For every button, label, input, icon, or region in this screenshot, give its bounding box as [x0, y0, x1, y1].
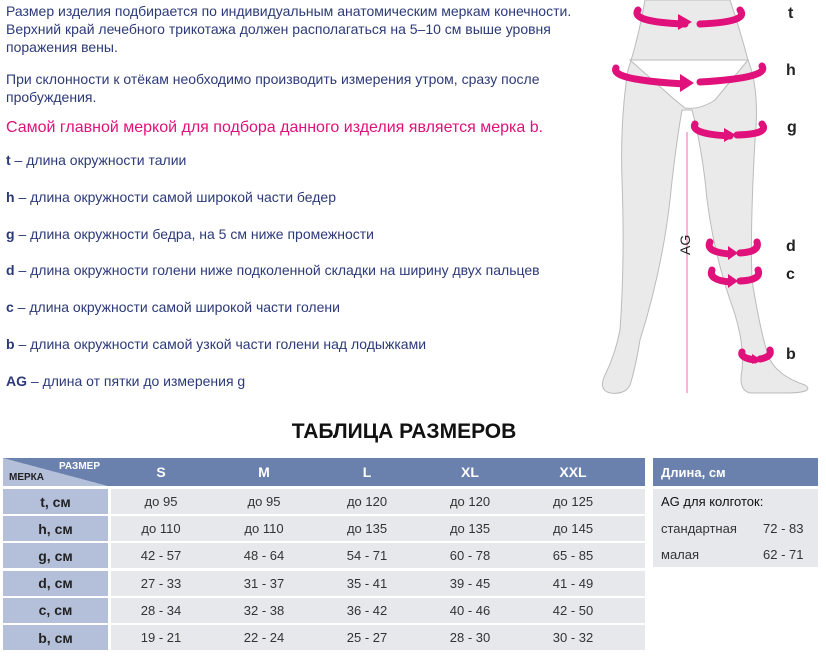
table-cell: до 135 — [317, 516, 417, 542]
table-cell: 28 - 30 — [420, 625, 520, 650]
length-row-label: малая — [661, 547, 700, 562]
size-header-L: L — [317, 458, 417, 486]
table-cell: до 135 — [420, 516, 520, 542]
figure-label-d: d — [786, 238, 796, 255]
corner-measure-label: МЕРКА — [9, 472, 44, 483]
table-cell: 31 - 37 — [214, 570, 314, 596]
definition-key: c — [6, 299, 14, 316]
table-cell: 40 - 46 — [420, 597, 520, 623]
table-cell: 30 - 32 — [523, 625, 623, 650]
table-cell: 32 - 38 — [214, 597, 314, 623]
definition-c: c – длина окружности самой широкой части… — [6, 299, 340, 315]
corner-size-label: РАЗМЕР — [59, 461, 100, 472]
table-cell: до 95 — [214, 489, 314, 514]
definition-text: – длина окружности самой широкой части б… — [14, 188, 336, 205]
row-label: b, см — [3, 625, 108, 650]
definition-key: AG — [6, 372, 27, 389]
table-cell: 54 - 71 — [317, 543, 417, 569]
table-cell: 41 - 49 — [523, 570, 623, 596]
definition-key: h — [6, 188, 15, 205]
row-label: g, см — [3, 543, 108, 569]
figure-label-b: b — [786, 346, 796, 363]
figure-label-h: h — [786, 62, 796, 79]
definition-key: b — [6, 336, 15, 352]
leg-measurement-figure: AG — [601, 0, 809, 394]
row-label: d, см — [3, 570, 108, 596]
table-cell: 27 - 33 — [111, 570, 211, 596]
definition-text: – длина от пятки до измерения g — [27, 372, 246, 389]
definition-g: g – длина окружности бедра, на 5 см ниже… — [6, 226, 374, 242]
table-cell: до 125 — [523, 489, 623, 514]
definition-text: – длина окружности самой узкой части гол… — [14, 336, 427, 352]
ag-label: AG — [677, 235, 693, 255]
highlight-text: Самой главной меркой для подбора данного… — [6, 119, 544, 136]
figure-label-g: g — [787, 119, 797, 136]
row-label: h, см — [3, 516, 108, 542]
table-cell: 42 - 57 — [111, 543, 211, 569]
row-label: t, см — [3, 489, 108, 514]
definition-key: g — [6, 225, 15, 242]
table-cell: до 110 — [111, 516, 211, 542]
definition-text: – длина окружности самой широкой части г… — [13, 299, 340, 316]
table-cell: до 95 — [111, 489, 211, 514]
length-row-value: 62 - 71 — [763, 547, 804, 562]
size-header-XXL: XXL — [523, 458, 623, 486]
table-cell: 35 - 41 — [317, 570, 417, 596]
table-cell: 36 - 42 — [317, 597, 417, 623]
table-corner: РАЗМЕР МЕРКА — [3, 458, 108, 486]
table-cell: 19 - 21 — [111, 625, 211, 650]
definition-d: d – длина окружности голени ниже подколе… — [6, 262, 540, 278]
table-cell: 22 - 24 — [214, 625, 314, 650]
table-cell: до 145 — [523, 516, 623, 542]
intro-paragraph-1: Размер изделия подбирается по индивидуал… — [6, 3, 572, 55]
table-cell: 60 - 78 — [420, 543, 520, 569]
definition-text: – длина окружности бедра, на 5 см ниже п… — [14, 225, 374, 242]
table-cell: до 110 — [214, 516, 314, 542]
definition-key: d — [6, 262, 15, 279]
definition-text: – длина окружности голени ниже подколенн… — [14, 262, 540, 279]
length-subtitle: AG для колготок: — [661, 494, 764, 509]
definition-text: – длина окружности талии — [10, 152, 187, 168]
definition-AG: AG – длина от пятки до измерения g — [6, 373, 245, 389]
size-header-M: M — [214, 458, 314, 486]
definition-b: b – длина окружности самой узкой части г… — [6, 336, 426, 352]
size-header-S: S — [111, 458, 211, 486]
table-cell: до 120 — [317, 489, 417, 514]
table-cell: 48 - 64 — [214, 543, 314, 569]
intro-paragraph-2: При склонности к отёкам необходимо произ… — [6, 71, 540, 105]
length-row-value: 72 - 83 — [763, 521, 804, 536]
definition-h: h – длина окружности самой широкой части… — [6, 189, 336, 205]
row-label: c, см — [3, 597, 108, 623]
figure-label-t: t — [788, 5, 794, 22]
definition-t: t – длина окружности талии — [6, 152, 186, 168]
table-cell: 65 - 85 — [523, 543, 623, 569]
length-table-body: AG для колготок: стандартная 72 - 83 мал… — [653, 489, 818, 567]
length-table-header: Длина, см — [653, 458, 818, 486]
table-cell: 25 - 27 — [317, 625, 417, 650]
table-cell: 39 - 45 — [420, 570, 520, 596]
table-cell: 28 - 34 — [111, 597, 211, 623]
size-table-title: ТАБЛИЦА РАЗМЕРОВ — [291, 420, 517, 443]
length-row-label: стандартная — [661, 521, 737, 536]
figure-label-c: c — [786, 266, 795, 283]
table-cell: 42 - 50 — [523, 597, 623, 623]
table-cell: до 120 — [420, 489, 520, 514]
size-header-XL: XL — [420, 458, 520, 486]
definition-key: t — [6, 152, 11, 168]
